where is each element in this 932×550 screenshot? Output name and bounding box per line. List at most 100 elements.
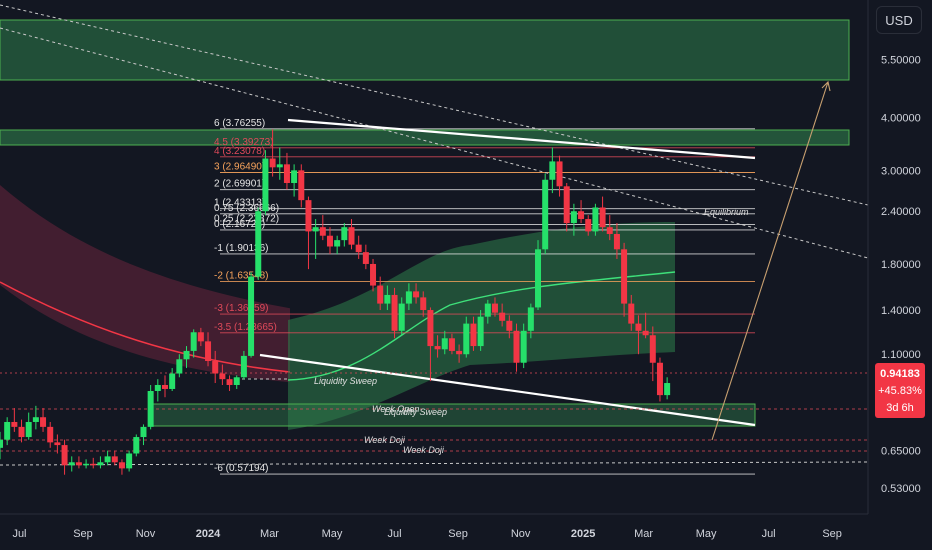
descending-resistance-line [287, 118, 756, 160]
candle-body [219, 373, 226, 380]
candle-body [621, 249, 628, 304]
time-tick-label: Mar [634, 528, 653, 540]
candle-body [133, 437, 140, 454]
candle-body [61, 445, 68, 466]
equilibrium-label: Equilibrium [704, 207, 749, 217]
price-tick-label: 1.80000 [881, 259, 921, 271]
currency-button[interactable]: USD [876, 6, 922, 34]
candle-body [262, 158, 269, 212]
candle-body [126, 453, 133, 469]
candle-body [176, 359, 183, 374]
fib-label: 6 (3.76255) [214, 118, 265, 129]
candle-body [649, 335, 656, 363]
candle-body [312, 227, 319, 232]
time-tick-label: Nov [136, 528, 156, 540]
candle-body [4, 421, 11, 440]
fib-label: 2 (2.69901) [214, 179, 265, 190]
candle-body [118, 462, 125, 469]
candle-body [319, 227, 326, 236]
support-zone [149, 403, 756, 427]
candle-body [248, 276, 255, 356]
candle-body [255, 211, 262, 277]
descending-support-line [259, 353, 756, 427]
candle-body [556, 161, 563, 187]
target-zone [0, 19, 850, 81]
candle-body [384, 294, 391, 304]
price-tick-label: 3.00000 [881, 165, 921, 177]
candle-body [585, 219, 592, 232]
fib-label: -1 (1.90136) [214, 243, 268, 254]
fib-label: 0.75 (2.36666) [214, 203, 279, 214]
time-tick-label: May [696, 528, 717, 540]
candle-body [355, 244, 362, 253]
fib-label: 4.5 (3.39273) [214, 137, 274, 148]
candle-body [25, 421, 32, 438]
bearish-trend-band [0, 185, 290, 383]
time-tick-label: Sep [822, 528, 842, 540]
candle-body [398, 303, 405, 331]
candle-body [420, 297, 427, 311]
candle-body [40, 417, 47, 427]
bar-countdown: 3d 6h [886, 402, 914, 414]
candle-body [111, 456, 118, 463]
candle-body [520, 330, 527, 363]
current-price-value: 0.94183 [880, 368, 920, 380]
candle-body [535, 249, 542, 308]
candle-body [291, 170, 298, 183]
price-tick-label: 2.40000 [881, 206, 921, 218]
candle-body [491, 303, 498, 313]
fib-label: -2 (1.63548) [214, 271, 268, 282]
candle-body [169, 373, 176, 389]
price-change-percent: +45.83% [878, 385, 922, 397]
candle-body [642, 330, 649, 336]
candle-body [448, 338, 455, 351]
price-tick-label: 0.65000 [881, 446, 921, 458]
candle-body [190, 332, 197, 351]
candle-body [592, 207, 599, 232]
candle-body [269, 158, 276, 168]
week-open-label: Week Open [372, 404, 419, 414]
candle-body [470, 323, 477, 347]
dashed-low-line [0, 461, 869, 466]
candle-body [68, 462, 75, 466]
candle-body [506, 320, 513, 331]
candle-body [413, 291, 420, 298]
candle-body [140, 426, 147, 438]
candle-body [154, 384, 161, 391]
candle-body [434, 346, 441, 350]
time-tick-label: 2025 [571, 528, 595, 540]
bullish-moving-average [287, 271, 676, 381]
candle-body [348, 227, 355, 245]
candle-body [570, 211, 577, 224]
time-tick-label: Sep [448, 528, 468, 540]
candle-body [362, 252, 369, 264]
projection-arrow [711, 81, 829, 441]
week-doji-label: Week Doji [403, 445, 445, 455]
candle-body [104, 456, 111, 463]
price-tick-label: 4.00000 [881, 113, 921, 125]
candle-body [549, 161, 556, 180]
fib-label: -6 (0.57194) [214, 463, 268, 474]
time-tick-label: Nov [511, 528, 531, 540]
price-tick-label: 0.53000 [881, 483, 921, 495]
candle-body [578, 211, 585, 220]
fib-label: -3.5 (1.23665) [214, 322, 277, 333]
candle-body [463, 323, 470, 355]
candle-body [334, 240, 341, 247]
fib-label: -3 (1.36959) [214, 303, 268, 314]
candle-body [527, 307, 534, 331]
bearish-moving-average [0, 281, 291, 373]
dashed-trendline [0, 4, 869, 206]
time-tick-label: May [322, 528, 343, 540]
candle-body [606, 227, 613, 234]
candle-body [513, 330, 520, 363]
candle-body [477, 316, 484, 347]
time-tick-label: Sep [73, 528, 93, 540]
liquidity-sweep-label: Liquidity Sweep [314, 376, 377, 386]
price-tick-label: 5.50000 [881, 54, 921, 66]
candle-body [370, 263, 377, 286]
candle-body [326, 235, 333, 247]
candle-body [542, 179, 549, 250]
week-doji-label: Week Doji [364, 435, 406, 445]
